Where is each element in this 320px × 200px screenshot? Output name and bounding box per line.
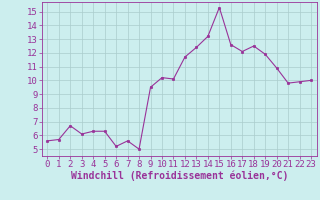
X-axis label: Windchill (Refroidissement éolien,°C): Windchill (Refroidissement éolien,°C) — [70, 171, 288, 181]
